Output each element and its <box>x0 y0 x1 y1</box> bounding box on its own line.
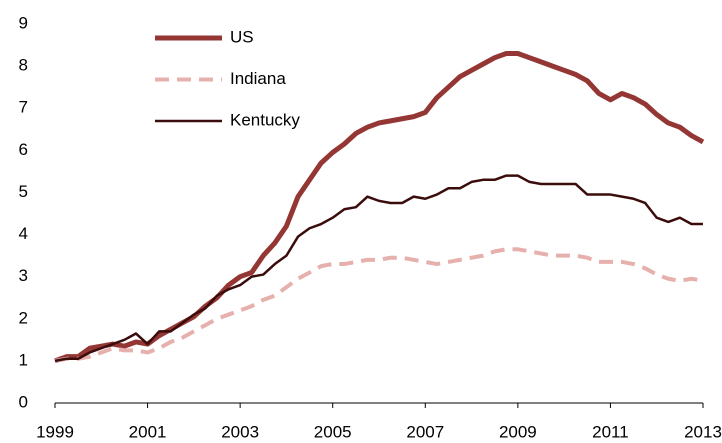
x-tick-label: 2005 <box>314 422 352 441</box>
x-tick-label: 2013 <box>684 422 722 441</box>
y-tick-label: 4 <box>19 224 28 243</box>
x-tick-label: 2011 <box>592 422 629 441</box>
y-tick-label: 1 <box>19 350 28 369</box>
y-tick-label: 0 <box>19 392 28 411</box>
y-tick-label: 3 <box>19 266 28 285</box>
y-tick-label: 9 <box>19 13 28 32</box>
y-tick-label: 2 <box>19 308 28 327</box>
x-tick-label: 1999 <box>36 422 74 441</box>
legend-label: Kentucky <box>230 110 300 129</box>
series-line <box>54 174 703 363</box>
y-tick-label: 6 <box>19 140 28 159</box>
x-tick-label: 2007 <box>406 422 444 441</box>
series-line <box>54 247 704 363</box>
x-tick-label: 2001 <box>129 422 167 441</box>
y-tick-label: 7 <box>19 98 28 117</box>
y-tick-label: 5 <box>19 182 28 201</box>
y-tick-label: 8 <box>19 56 28 75</box>
legend-label: Indiana <box>230 69 286 88</box>
series-line <box>54 50 705 364</box>
legend-label: US <box>230 27 254 46</box>
x-tick-label: 2009 <box>499 422 537 441</box>
x-tick-label: 2003 <box>221 422 259 441</box>
